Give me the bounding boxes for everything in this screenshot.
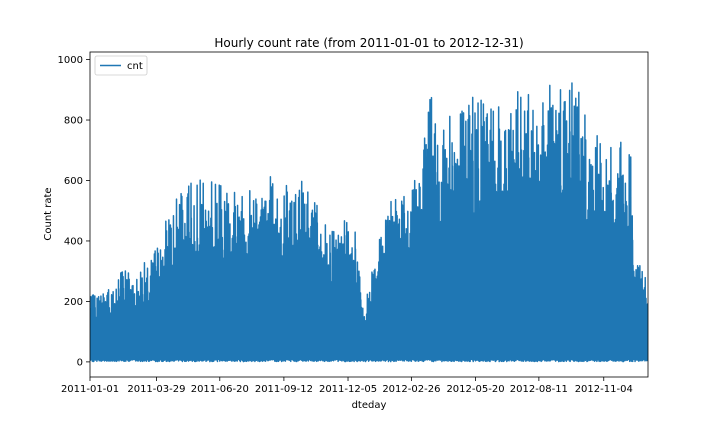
axes-frame (89, 51, 649, 378)
x-tick-label: 2011-01-01 (61, 384, 119, 395)
y-axis: 0 200 400 600 800 1000 (58, 55, 90, 368)
x-tick-label: 2011-03-29 (127, 384, 185, 395)
x-tick-label: 2011-12-05 (319, 384, 377, 395)
y-tick-label: 600 (64, 176, 83, 187)
x-tick-label: 2012-08-11 (510, 384, 568, 395)
x-tick-label: 2012-05-20 (446, 384, 504, 395)
x-tick-label: 2012-02-26 (382, 384, 440, 395)
chart-title: Hourly count rate (from 2011-01-01 to 20… (214, 36, 523, 50)
x-axis: 2011-01-01 2011-03-29 2011-06-20 2011-09-12… (61, 377, 633, 395)
plot-area (90, 82, 648, 363)
x-tick-label: 2011-09-12 (255, 384, 313, 395)
y-tick-label: 1000 (58, 55, 83, 66)
y-tick-label: 800 (64, 116, 83, 127)
series-cnt-line (90, 82, 648, 363)
x-axis-label: dteday (352, 400, 387, 411)
x-tick-label: 2012-11-04 (575, 384, 633, 395)
legend: cnt (94, 55, 148, 76)
y-tick-label: 200 (64, 297, 83, 308)
y-tick-label: 400 (64, 236, 83, 247)
y-axis-label: Count rate (43, 187, 54, 240)
x-tick-label: 2011-06-20 (191, 384, 249, 395)
legend-label-cnt: cnt (127, 61, 143, 72)
y-tick-label: 0 (77, 357, 83, 368)
